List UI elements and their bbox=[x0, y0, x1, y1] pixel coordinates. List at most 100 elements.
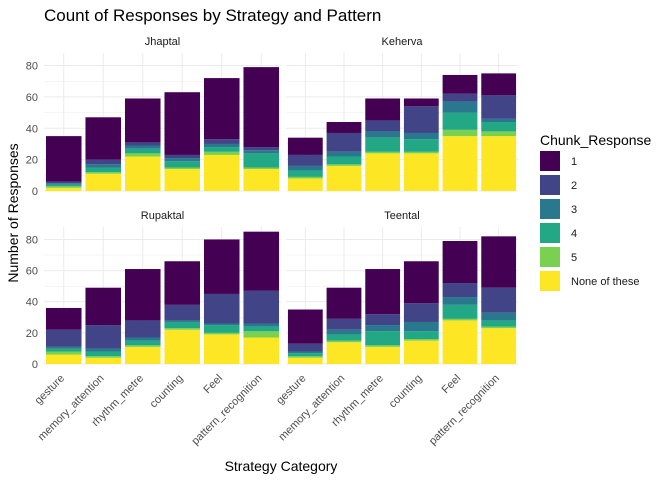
bar-segment-2 bbox=[243, 290, 280, 324]
legend-swatch-1 bbox=[540, 151, 560, 171]
bar-segment-3 bbox=[164, 320, 201, 322]
bar-segment-none-of-these bbox=[243, 337, 280, 364]
bar-segment-2 bbox=[287, 343, 323, 352]
legend-label-4: 4 bbox=[571, 228, 577, 240]
bar-segment-4 bbox=[85, 167, 122, 173]
panel-title: Keherva bbox=[382, 36, 424, 48]
bar-segment-2 bbox=[326, 318, 362, 330]
bar-segment-3 bbox=[287, 351, 323, 354]
bar-segment-2 bbox=[326, 132, 362, 152]
bar-segment-5 bbox=[243, 331, 280, 338]
legend: Chunk_Response 1 2 3 4 5 None of these bbox=[540, 132, 652, 291]
bar-segment-none-of-these bbox=[45, 187, 82, 191]
bar-segment-1 bbox=[326, 122, 362, 133]
bar-segment-1 bbox=[326, 287, 362, 319]
y-tick-label: 20 bbox=[26, 328, 38, 340]
bar-segment-1 bbox=[164, 92, 201, 155]
bar-segment-none-of-these bbox=[365, 153, 401, 191]
legend-swatch-2 bbox=[540, 175, 560, 195]
bar-segment-4 bbox=[164, 161, 201, 168]
panel-rupaktal: Rupaktal 0 20 40 60 80 gesturememory_attention… bbox=[26, 210, 281, 448]
bar-segment-none-of-these bbox=[481, 136, 517, 191]
y-tick-label: 0 bbox=[32, 359, 38, 371]
bar-segment-1 bbox=[243, 231, 280, 291]
bar-segment-none-of-these bbox=[403, 153, 439, 191]
bar-segment-5 bbox=[124, 345, 161, 347]
bar-segment-5 bbox=[203, 332, 240, 335]
bar-segment-none-of-these bbox=[85, 173, 122, 191]
bar-segment-none-of-these bbox=[124, 346, 161, 364]
bar-segment-4 bbox=[203, 325, 240, 333]
bar-segment-2 bbox=[45, 181, 82, 184]
bar-segment-2 bbox=[403, 106, 439, 133]
bar-segment-3 bbox=[326, 329, 362, 335]
panel-title: Rupaktal bbox=[141, 210, 184, 222]
bar-segment-2 bbox=[243, 147, 280, 151]
x-tick-label: pattern_recognition bbox=[427, 372, 502, 447]
legend-label-1: 1 bbox=[571, 156, 577, 168]
bar-segment-3 bbox=[442, 297, 478, 305]
legend-swatch-none-of-these bbox=[540, 271, 560, 291]
bar-segment-4 bbox=[442, 112, 478, 130]
bar-segment-3 bbox=[243, 150, 280, 154]
bar-segment-none-of-these bbox=[85, 357, 122, 364]
bar-segment-2 bbox=[164, 154, 201, 159]
bar-segment-2 bbox=[442, 283, 478, 298]
bar-segment-4 bbox=[326, 156, 362, 165]
chart-title: Count of Responses by Strategy and Patte… bbox=[44, 6, 381, 25]
bar-segment-5 bbox=[287, 356, 323, 358]
bar-segment-5 bbox=[45, 186, 82, 188]
bar-segment-1 bbox=[85, 117, 122, 160]
bar-segment-5 bbox=[85, 356, 122, 358]
bar-segment-3 bbox=[45, 183, 82, 185]
bar-segment-3 bbox=[164, 158, 201, 162]
bar-segment-3 bbox=[365, 325, 401, 332]
bar-segment-1 bbox=[45, 136, 82, 182]
bar-segment-5 bbox=[442, 129, 478, 137]
bar-segment-1 bbox=[124, 98, 161, 143]
bar-segment-4 bbox=[85, 351, 122, 357]
panel-jhaptal: Jhaptal 0 20 40 60 80 bbox=[26, 36, 281, 198]
bar-segment-4 bbox=[45, 348, 82, 352]
bar-segment-none-of-these bbox=[403, 340, 439, 364]
bar-segment-3 bbox=[326, 151, 362, 157]
panel-title: Teental bbox=[384, 210, 419, 222]
bar-segment-4 bbox=[365, 137, 401, 152]
legend-label-none-of-these: None of these bbox=[571, 276, 640, 288]
bar-segment-5 bbox=[481, 131, 517, 137]
bar-segment-5 bbox=[403, 151, 439, 154]
bar-segment-5 bbox=[164, 167, 201, 170]
y-axis-label: Number of Responses bbox=[5, 143, 21, 282]
bar-segment-none-of-these bbox=[365, 346, 401, 364]
y-tick-label: 40 bbox=[26, 123, 38, 135]
bar-segment-3 bbox=[287, 165, 323, 171]
bar-segment-4 bbox=[203, 147, 240, 152]
bar-segment-2 bbox=[85, 325, 122, 349]
bar-segment-1 bbox=[403, 98, 439, 107]
bar-segment-2 bbox=[203, 293, 240, 324]
bar-segment-2 bbox=[481, 287, 517, 313]
bar-segment-2 bbox=[365, 120, 401, 132]
bar-segment-1 bbox=[481, 236, 517, 288]
legend-label-5: 5 bbox=[571, 252, 577, 264]
panel-teental: Teentalgesturememory_attentionrhythm_met… bbox=[274, 210, 518, 448]
x-axis-label: Strategy Category bbox=[225, 458, 338, 474]
bar-segment-1 bbox=[481, 73, 517, 96]
bar-segment-4 bbox=[481, 320, 517, 327]
bar-segment-1 bbox=[85, 287, 122, 326]
bar-segment-5 bbox=[124, 153, 161, 157]
x-tick-label: memory_attention bbox=[36, 372, 107, 443]
bar-segment-none-of-these bbox=[287, 178, 323, 191]
bar-segment-none-of-these bbox=[203, 334, 240, 364]
bar-segment-3 bbox=[365, 131, 401, 138]
bar-segment-4 bbox=[164, 321, 201, 329]
bar-segment-1 bbox=[287, 309, 323, 344]
bar-segment-4 bbox=[287, 353, 323, 357]
bar-segment-5 bbox=[85, 172, 122, 174]
bar-segment-3 bbox=[481, 312, 517, 321]
y-tick-label: 60 bbox=[26, 266, 38, 278]
bar-segment-5 bbox=[403, 339, 439, 341]
legend-swatch-5 bbox=[540, 247, 560, 267]
x-tick-label: memory_attention bbox=[277, 372, 348, 443]
bar-segment-2 bbox=[124, 142, 161, 146]
